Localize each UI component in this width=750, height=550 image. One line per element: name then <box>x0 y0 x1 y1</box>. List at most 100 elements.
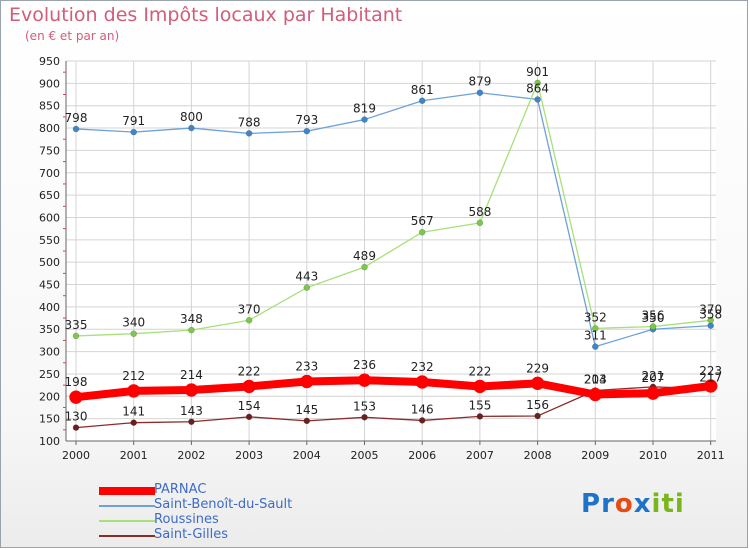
x-tick-label: 2002 <box>177 449 205 462</box>
legend-label: PARNAC <box>154 482 207 497</box>
data-label: 793 <box>295 113 318 127</box>
legend-swatch <box>99 487 155 495</box>
data-label: 153 <box>353 399 376 413</box>
data-point <box>245 317 253 324</box>
data-point <box>707 322 714 329</box>
data-label: 443 <box>295 270 318 284</box>
data-point <box>130 419 137 426</box>
y-tick-label: 300 <box>39 346 60 359</box>
data-label: 350 <box>642 311 665 325</box>
data-point <box>703 379 718 393</box>
legend-swatch <box>99 505 155 507</box>
data-point <box>534 412 541 420</box>
data-point <box>707 317 714 324</box>
data-point <box>300 374 314 389</box>
data-point <box>303 127 311 135</box>
data-label: 204 <box>584 373 607 387</box>
data-point <box>72 125 80 133</box>
data-label: 212 <box>122 369 145 383</box>
data-label: 489 <box>353 249 376 263</box>
data-point <box>649 323 657 330</box>
y-tick-label: 550 <box>39 234 60 247</box>
data-label: 213 <box>584 372 607 386</box>
chart-title: Evolution des Impôts locaux par Habitant <box>9 4 403 26</box>
y-tick-label: 500 <box>39 256 60 269</box>
data-label: 156 <box>526 398 549 412</box>
data-label: 352 <box>584 310 607 324</box>
y-tick-label: 650 <box>39 189 60 202</box>
data-label: 229 <box>526 361 549 375</box>
data-point <box>361 263 368 271</box>
logo-letter: t <box>661 489 675 519</box>
data-label: 146 <box>411 402 434 416</box>
data-point <box>245 413 253 421</box>
chart-subtitle: (en € et par an) <box>25 29 120 43</box>
series-line-2 <box>75 386 712 429</box>
data-label: 901 <box>526 65 549 79</box>
y-tick-label: 250 <box>39 368 60 381</box>
data-point <box>188 418 195 426</box>
y-tick-label: 700 <box>39 167 60 180</box>
legend-label: Saint-Gilles <box>154 527 229 542</box>
data-point <box>361 116 368 123</box>
data-point <box>303 284 311 291</box>
y-tick-label: 350 <box>39 323 60 336</box>
data-label: 222 <box>468 364 491 378</box>
data-point <box>476 219 484 227</box>
data-point <box>303 417 311 425</box>
data-point <box>418 97 426 105</box>
legend-swatch <box>99 520 155 522</box>
data-point <box>357 373 372 387</box>
data-point <box>592 343 599 350</box>
data-point <box>242 379 256 394</box>
data-label: 798 <box>65 111 88 125</box>
legend-label: Roussines <box>154 512 219 527</box>
data-point <box>188 326 195 334</box>
data-label: 311 <box>584 329 607 343</box>
data-label: 198 <box>65 375 88 389</box>
logo-letter: x <box>633 489 652 519</box>
logo-letter: o <box>614 489 634 519</box>
data-label: 232 <box>411 360 434 374</box>
data-label: 130 <box>65 410 88 424</box>
data-point <box>69 390 83 404</box>
data-label: 864 <box>526 81 549 95</box>
data-label: 356 <box>642 309 665 323</box>
data-point <box>72 424 80 431</box>
y-tick-label: 950 <box>39 55 60 68</box>
data-point <box>126 384 141 398</box>
y-tick-label: 900 <box>39 77 60 90</box>
legend-label: Saint-Benoît-du-Sault <box>154 497 293 512</box>
data-label: 233 <box>295 360 318 374</box>
y-tick-label: 450 <box>39 279 60 292</box>
y-tick-label: 400 <box>39 301 60 314</box>
x-tick-label: 2005 <box>351 449 379 462</box>
data-point <box>473 379 487 394</box>
y-tick-label: 750 <box>39 144 60 157</box>
data-label: 154 <box>238 399 261 413</box>
data-point <box>245 130 253 137</box>
data-point <box>534 79 541 87</box>
logo-letter: P <box>581 489 602 519</box>
data-point <box>188 124 195 132</box>
data-point <box>130 330 137 337</box>
data-label: 214 <box>180 368 203 382</box>
data-label: 145 <box>295 403 318 417</box>
data-label: 223 <box>699 364 722 378</box>
y-tick-label: 100 <box>39 435 60 448</box>
data-label: 221 <box>642 369 665 383</box>
data-label: 788 <box>238 115 261 129</box>
data-label: 819 <box>353 102 376 116</box>
data-label: 800 <box>180 110 203 124</box>
data-label: 222 <box>238 364 261 378</box>
data-label: 217 <box>699 371 722 385</box>
data-label: 358 <box>699 308 722 322</box>
data-label: 567 <box>411 214 434 228</box>
x-tick-label: 2000 <box>62 449 90 462</box>
logo-letter: i <box>674 489 685 519</box>
data-label: 207 <box>642 371 665 385</box>
data-point <box>72 332 80 340</box>
legend-swatch <box>99 535 155 537</box>
y-tick-label: 850 <box>39 100 60 113</box>
